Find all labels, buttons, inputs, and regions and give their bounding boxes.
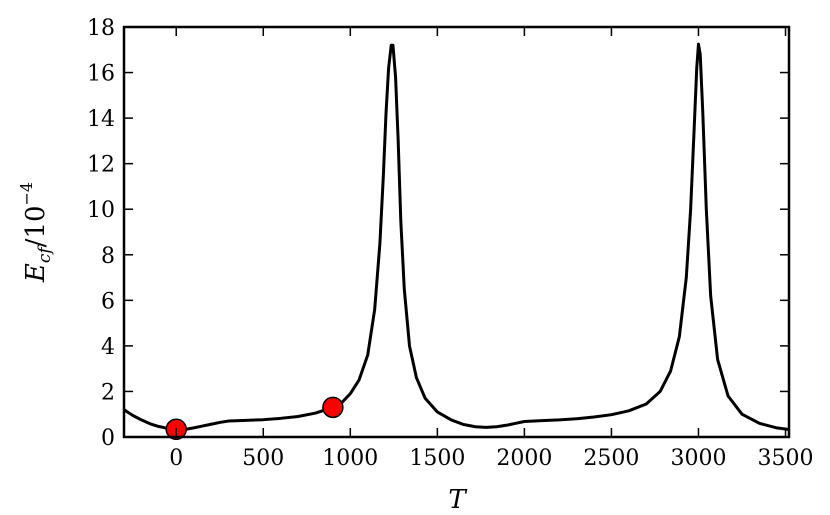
- y-tick-label: 4: [101, 335, 115, 360]
- series-line-0: [124, 42, 789, 431]
- x-tick-label: 2500: [583, 446, 639, 471]
- marker-point-1: [322, 396, 344, 419]
- y-tick-label: 18: [87, 16, 115, 41]
- x-tick-label: 3500: [758, 446, 814, 471]
- y-tick-label: 2: [101, 380, 115, 405]
- y-tick-label: 0: [101, 426, 115, 451]
- x-tick-label: 1500: [409, 446, 465, 471]
- x-tick-label: 1000: [322, 446, 378, 471]
- svg-text:Ecf/10−4: Ecf/10−4: [17, 182, 55, 283]
- ylabel-main: E: [21, 263, 51, 283]
- y-tick-label: 6: [101, 289, 115, 314]
- xlabel: T: [448, 485, 467, 515]
- ylabel-subscript: cf: [35, 245, 55, 264]
- ylabel-divider: /10: [21, 205, 51, 247]
- y-tick-label: 14: [87, 107, 115, 132]
- x-tick-label: 2000: [496, 446, 552, 471]
- ylabel: Ecf/10−4: [17, 182, 55, 283]
- y-tick-label: 10: [87, 198, 115, 223]
- y-tick-label: 12: [87, 153, 115, 178]
- y-tick-label: 16: [87, 62, 115, 87]
- y-tick-label: 8: [101, 244, 115, 269]
- ylabel-exponent: −4: [17, 182, 36, 206]
- x-tick-label: 3000: [670, 446, 726, 471]
- x-tick-label: 0: [169, 446, 183, 471]
- x-tick-label: 500: [242, 446, 284, 471]
- plot-frame: [122, 25, 791, 439]
